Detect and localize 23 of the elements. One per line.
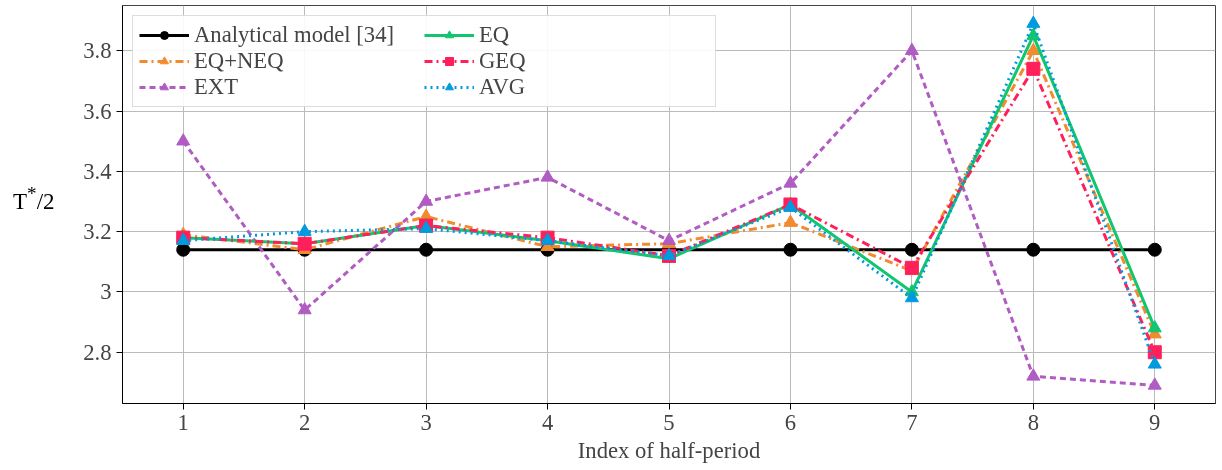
x-tick-label: 6 [784, 409, 797, 435]
y-axis-title: T$^{*}$/2 [13, 182, 55, 216]
y-tick-label: 3.6 [83, 98, 112, 124]
y-tick-label: 3.8 [83, 38, 112, 64]
legend-label: Analytical model [34] [194, 22, 396, 48]
legend-label: GEQ [479, 48, 527, 74]
y-tick-label: 2.8 [83, 339, 112, 365]
x-tick-label: 3 [420, 409, 432, 435]
legend-label: EQ+NEQ [194, 48, 285, 74]
x-tick-label: 9 [1149, 409, 1161, 435]
y-tick-label: 3.2 [83, 219, 112, 245]
y-tick-label: 3.4 [83, 158, 112, 184]
x-tick-label: 1 [177, 409, 189, 435]
x-tick-label: 8 [1027, 409, 1039, 435]
y-tick-label: 3 [100, 279, 112, 305]
x-axis-title: Index of half-period [577, 437, 761, 463]
x-tick-label: 7 [906, 409, 918, 435]
x-tick-label: 5 [663, 409, 675, 435]
legend-label: AVG [479, 74, 527, 100]
x-tick-label: 2 [299, 409, 311, 435]
x-tick-label: 4 [541, 409, 554, 435]
legend-label: EXT [194, 74, 240, 100]
legend-label: EQ [479, 22, 511, 48]
